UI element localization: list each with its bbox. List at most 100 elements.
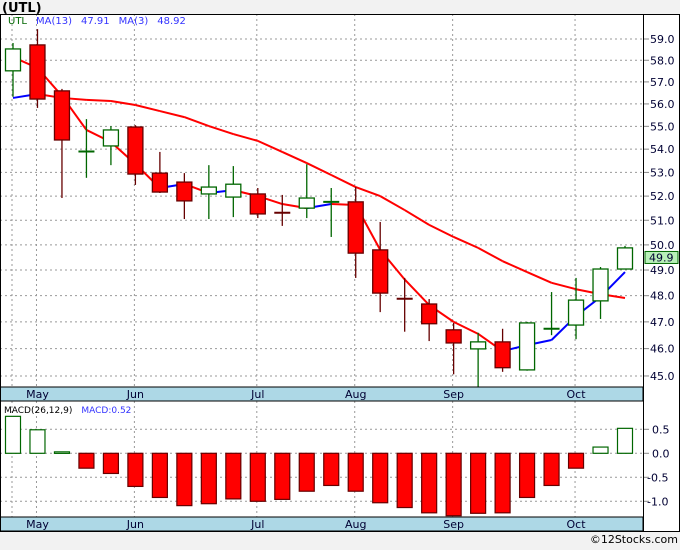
- ma-line-segment: [502, 260, 528, 273]
- candle-body: [421, 303, 438, 325]
- candle: [543, 292, 560, 336]
- month-label: Oct: [567, 518, 587, 531]
- macd-bar: [249, 452, 266, 502]
- candle-body: [592, 268, 609, 302]
- price-legend: UTL MA(13) 47.91 MA(3) 48.92: [8, 16, 186, 27]
- candle: [616, 245, 634, 270]
- chart-background: [0, 14, 680, 532]
- price-tick-label: 47.0: [650, 316, 675, 329]
- gridlines: 45.0 46.0 47.0 48.0 49.0 50.0 51.0 52.0 53.0 54.0…: [0, 14, 675, 517]
- candle-body: [151, 172, 169, 193]
- candle-body: [567, 299, 585, 326]
- candle-body: [176, 181, 193, 202]
- price-tick-label: 46.0: [650, 343, 675, 356]
- macd-bar: [151, 452, 168, 499]
- month-label: Jun: [126, 518, 144, 531]
- ma-line-segment: [526, 271, 552, 284]
- candle-body: [249, 193, 266, 215]
- candle: [323, 188, 340, 237]
- macd-bar: [470, 452, 487, 514]
- legend-symbol: UTL: [8, 16, 27, 27]
- date-band: [0, 386, 644, 402]
- ma-line-segment: [184, 116, 210, 128]
- candle: [274, 194, 291, 226]
- legend-ma3-value: 48.92: [157, 16, 186, 27]
- ma-line-segment: [306, 162, 332, 176]
- candle-body: [127, 126, 144, 175]
- candle-body: [445, 329, 462, 344]
- last-price-label: 49.9: [649, 251, 674, 264]
- candle-body: [200, 186, 217, 195]
- ma-line-segment: [159, 110, 185, 119]
- ma-line-segment: [428, 224, 455, 238]
- candle-body: [102, 129, 120, 147]
- candle-body: [4, 48, 22, 72]
- price-panel: [4, 29, 634, 388]
- candle: [200, 165, 217, 220]
- macd-bar: [445, 452, 462, 517]
- candle-body: [298, 197, 315, 209]
- macd-tick-label: 0.5: [652, 423, 670, 436]
- macd-tick-label: 0.0: [652, 447, 670, 460]
- candle: [29, 29, 46, 108]
- ma-line-segment: [551, 281, 577, 291]
- candle: [421, 299, 438, 342]
- candle-body: [29, 44, 46, 100]
- ma-line-segment: [453, 236, 479, 249]
- price-tick-label: 45.0: [650, 370, 675, 383]
- candle-body: [225, 183, 242, 198]
- price-tick-label: 51.0: [650, 214, 675, 227]
- macd-bar: [592, 446, 609, 454]
- candle: [445, 322, 462, 375]
- legend-ma13-label: MA(13): [36, 16, 72, 27]
- macd-bar: [29, 429, 46, 454]
- candle: [78, 119, 95, 178]
- date-band: [0, 516, 644, 532]
- macd-bar: [53, 451, 71, 454]
- candle: [127, 125, 144, 185]
- candle: [249, 188, 266, 219]
- price-tick-label: 55.0: [650, 120, 675, 133]
- price-tick-label: 57.0: [650, 76, 675, 89]
- macd-bar: [396, 452, 413, 509]
- macd-bar: [274, 452, 291, 500]
- month-label: Jul: [250, 388, 264, 401]
- candle: [4, 43, 22, 97]
- month-label: Sep: [443, 388, 464, 401]
- macd-bar: [421, 452, 438, 514]
- price-tick-label: 49.0: [650, 264, 675, 277]
- macd-bar: [298, 452, 315, 492]
- macd-title: MACD(26,12,9): [4, 406, 72, 416]
- candle: [151, 151, 169, 194]
- price-tick-label: 48.0: [650, 290, 675, 303]
- macd-value: MACD:0.52: [81, 406, 131, 416]
- candle-body: [518, 322, 536, 371]
- price-tick-label: 53.0: [650, 166, 675, 179]
- candle: [469, 332, 487, 388]
- macd-bar: [225, 452, 242, 500]
- legend-ma3-label: MA(3): [119, 16, 149, 27]
- ma-line-segment: [330, 174, 357, 188]
- ma-line-segment: [453, 320, 479, 335]
- macd-bar: [127, 452, 144, 488]
- ma-line-segment: [233, 133, 259, 142]
- price-tick-label: 54.0: [650, 143, 675, 156]
- macd-panel: [4, 415, 634, 517]
- month-label: Jul: [250, 518, 264, 531]
- macd-legend: MACD(26,12,9) MACD:0.52: [4, 406, 131, 416]
- month-label: May: [26, 518, 49, 531]
- ma-line-segment: [379, 195, 406, 211]
- macd-bar: [176, 452, 193, 507]
- month-label: Aug: [345, 388, 366, 401]
- candle: [176, 173, 193, 220]
- candle-body: [616, 247, 634, 270]
- candle: [102, 126, 120, 166]
- ma-line-segment: [208, 125, 234, 135]
- macd-bar: [78, 452, 95, 469]
- ma-line-segment: [404, 209, 430, 226]
- month-label: Jun: [126, 388, 144, 401]
- candle: [567, 277, 585, 340]
- price-tick-label: 56.0: [650, 98, 675, 111]
- month-label: Oct: [567, 388, 587, 401]
